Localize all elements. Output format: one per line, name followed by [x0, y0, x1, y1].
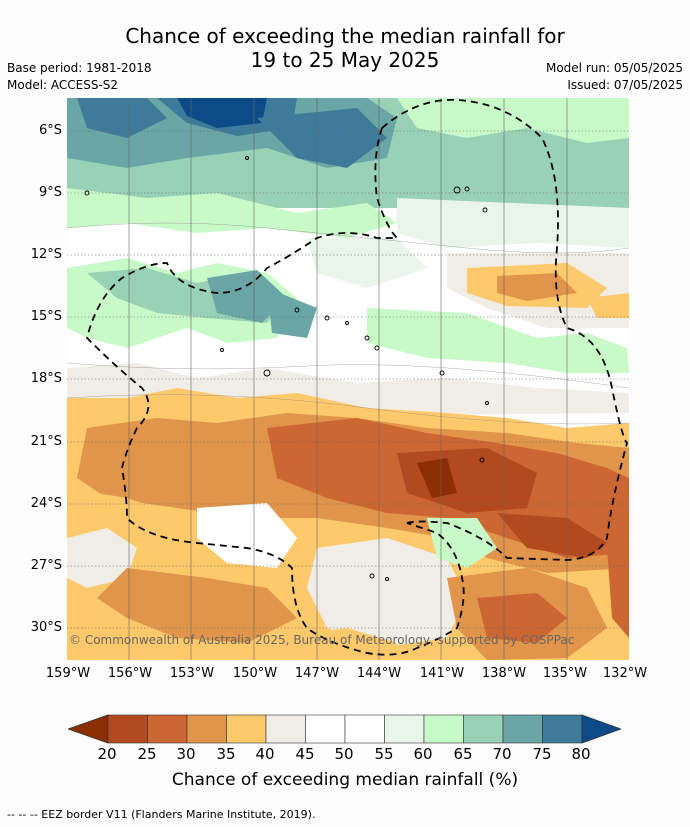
colorbar-tick: 70 — [492, 745, 512, 763]
colorbar-tick: 60 — [413, 745, 433, 763]
model-run-text: Model run: 05/05/2025 — [545, 61, 683, 75]
lon-label: 147°W — [294, 666, 340, 681]
colorbar-tick: 75 — [532, 745, 552, 763]
lon-label: 135°W — [542, 666, 588, 681]
colorbar-tick: 50 — [334, 745, 354, 763]
colorbar-high-arrow — [581, 714, 621, 744]
lon-label: 156°W — [107, 666, 153, 681]
colorbar-tick: 55 — [374, 745, 394, 763]
colorbar-segment — [344, 714, 385, 744]
model-text: Model: ACCESS-S2 — [7, 78, 119, 92]
colorbar-segment — [305, 714, 346, 744]
map-title-line2: 19 to 25 May 2025 — [250, 48, 440, 72]
lat-label: 30°S — [30, 620, 62, 635]
colorbar-tick: 80 — [571, 745, 591, 763]
lat-label: 21°S — [30, 434, 62, 449]
colorbar-tick: 45 — [295, 745, 315, 763]
colorbar-segment — [423, 714, 464, 744]
rainfall-map — [67, 98, 629, 660]
lon-label: 153°W — [169, 666, 215, 681]
map-gridlines — [67, 130, 629, 629]
contour-lines — [67, 222, 629, 425]
colorbar-segment — [542, 714, 583, 744]
probability-field — [67, 98, 629, 660]
map-title-line1: Chance of exceeding the median rainfall … — [125, 24, 565, 48]
lon-label: 159°W — [45, 666, 91, 681]
lon-label: 150°W — [232, 666, 278, 681]
lon-label: 138°W — [481, 666, 527, 681]
lon-label: 132°W — [602, 666, 648, 681]
colorbar-tick: 25 — [137, 745, 157, 763]
eez-footnote: -- -- -- EEZ border V11 (Flanders Marine… — [7, 808, 316, 821]
lat-label: 9°S — [38, 185, 62, 200]
lat-label: 15°S — [30, 309, 62, 324]
colorbar-low-arrow — [68, 714, 109, 744]
colorbar-tick: 20 — [97, 745, 117, 763]
colorbar-tick: 35 — [216, 745, 236, 763]
colorbar-segment — [107, 714, 148, 744]
lat-label: 24°S — [30, 496, 62, 511]
eez-borders — [86, 99, 629, 656]
colorbar-tick: 30 — [176, 745, 196, 763]
colorbar-segment — [147, 714, 188, 744]
lat-label: 27°S — [30, 558, 62, 573]
colorbar-segment — [186, 714, 227, 744]
lon-label: 144°W — [356, 666, 402, 681]
colorbar — [68, 714, 621, 744]
colorbar-segment — [226, 714, 267, 744]
colorbar-segment — [463, 714, 504, 744]
issued-text: Issued: 07/05/2025 — [567, 78, 683, 92]
copyright-text: © Commonwealth of Australia 2025, Bureau… — [69, 633, 575, 647]
lat-label: 12°S — [30, 247, 62, 262]
colorbar-segment — [265, 714, 306, 744]
colorbar-tick: 40 — [255, 745, 275, 763]
map-meridians — [128, 98, 568, 660]
base-period-text: Base period: 1981-2018 — [7, 61, 152, 75]
lon-label: 141°W — [419, 666, 465, 681]
colorbar-segment — [502, 714, 543, 744]
lat-label: 18°S — [30, 371, 62, 386]
colorbar-title: Chance of exceeding median rainfall (%) — [171, 770, 519, 790]
colorbar-tick: 65 — [453, 745, 473, 763]
island-outlines — [84, 156, 489, 581]
colorbar-segment — [384, 714, 425, 744]
rainfall-map-svg — [67, 98, 629, 660]
lat-label: 6°S — [38, 123, 62, 138]
